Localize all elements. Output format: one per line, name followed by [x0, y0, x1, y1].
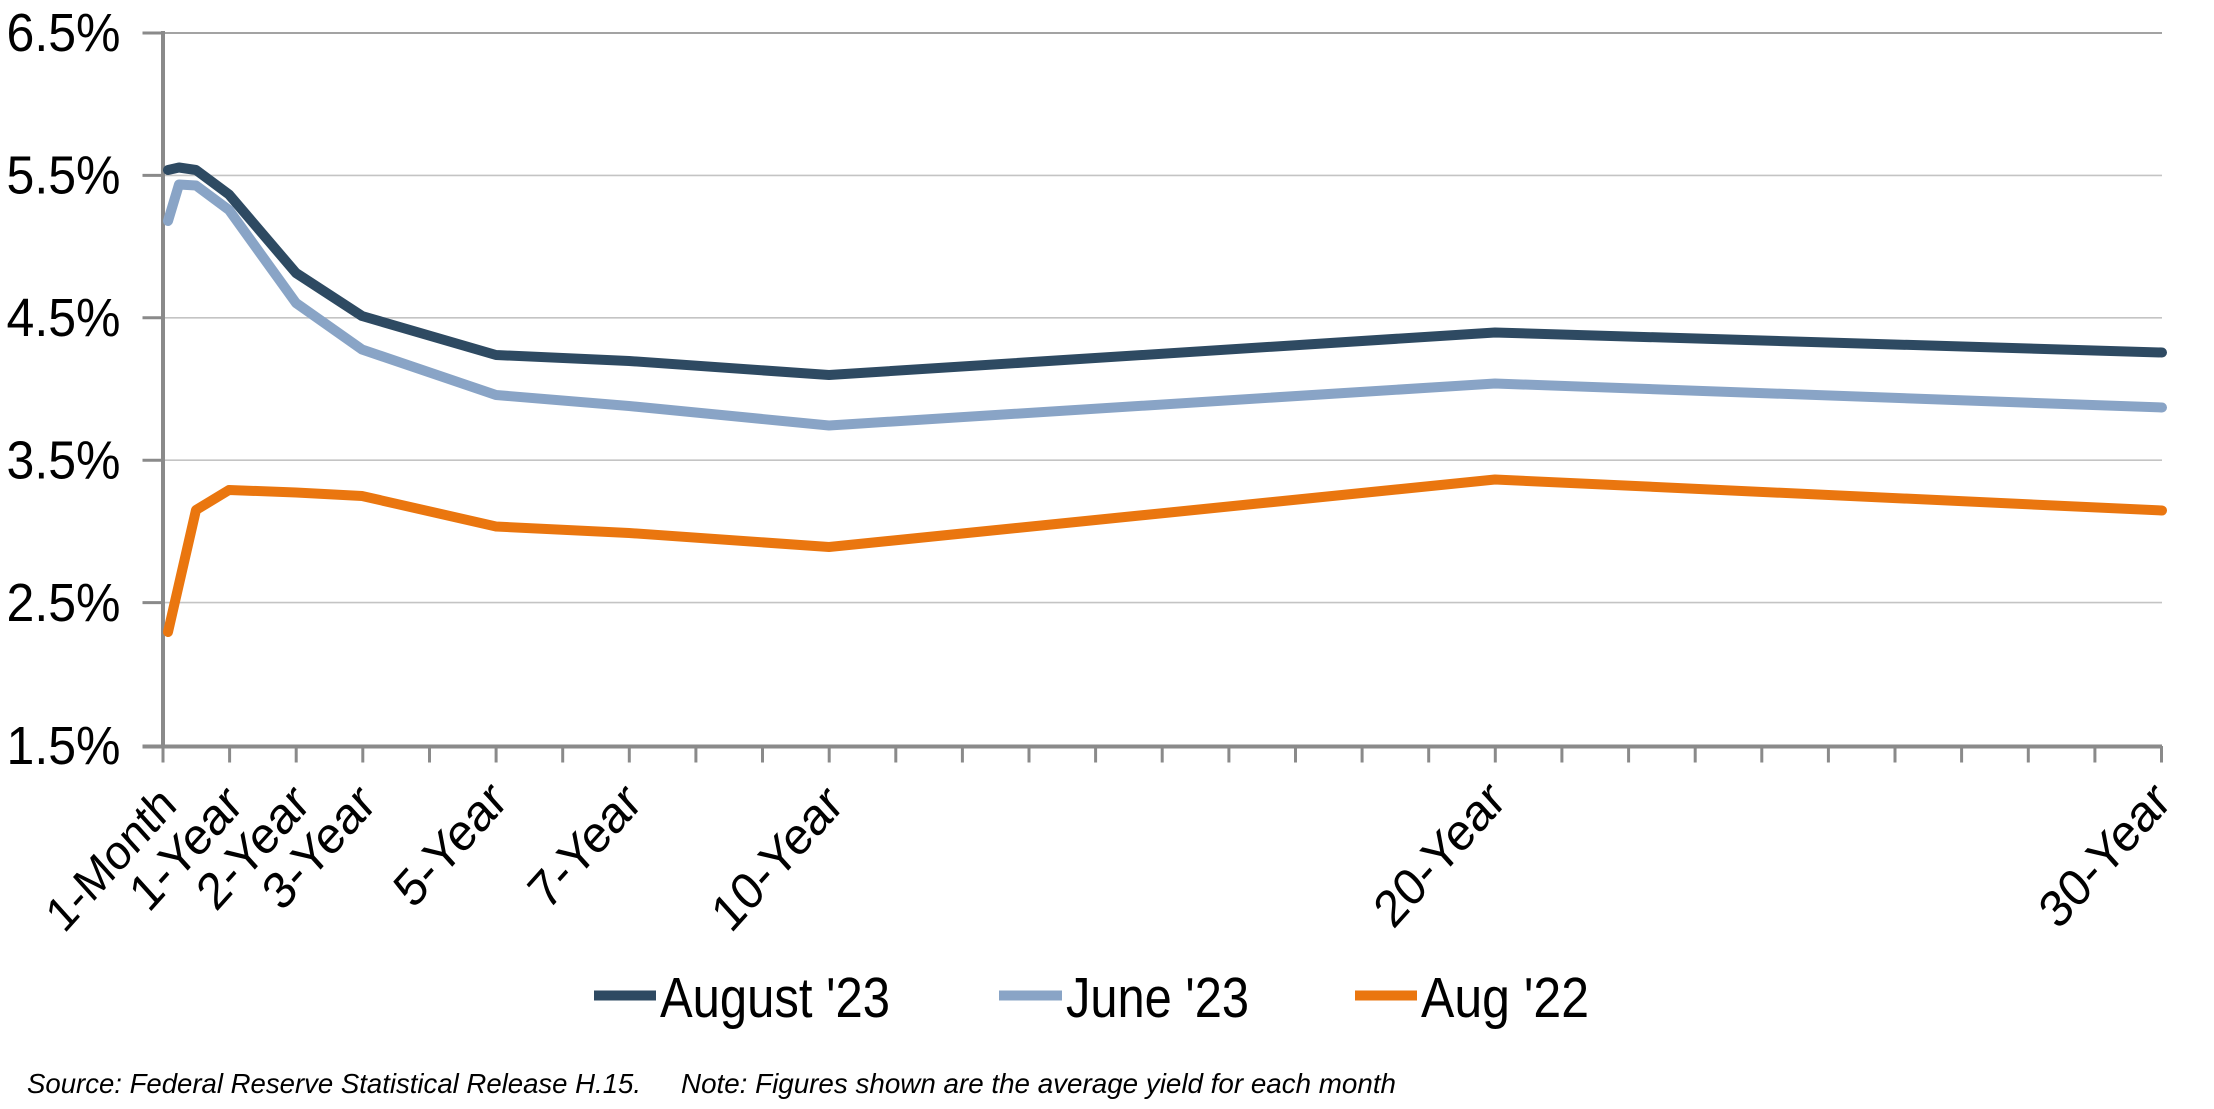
- svg-text:3.5%: 3.5%: [7, 430, 121, 490]
- svg-text:August '23: August '23: [660, 966, 890, 1030]
- svg-text:June '23: June '23: [1066, 966, 1249, 1030]
- svg-text:1.5%: 1.5%: [7, 716, 121, 776]
- svg-text:4.5%: 4.5%: [7, 288, 121, 348]
- svg-text:5.5%: 5.5%: [7, 146, 121, 206]
- svg-text:Note: Figures shown are the av: Note: Figures shown are the average yiel…: [681, 1068, 1396, 1099]
- svg-text:Source: Federal Reserve Statis: Source: Federal Reserve Statistical Rele…: [27, 1068, 641, 1099]
- svg-text:Aug '22: Aug '22: [1421, 966, 1589, 1030]
- svg-text:6.5%: 6.5%: [7, 3, 121, 63]
- svg-text:2.5%: 2.5%: [7, 573, 121, 633]
